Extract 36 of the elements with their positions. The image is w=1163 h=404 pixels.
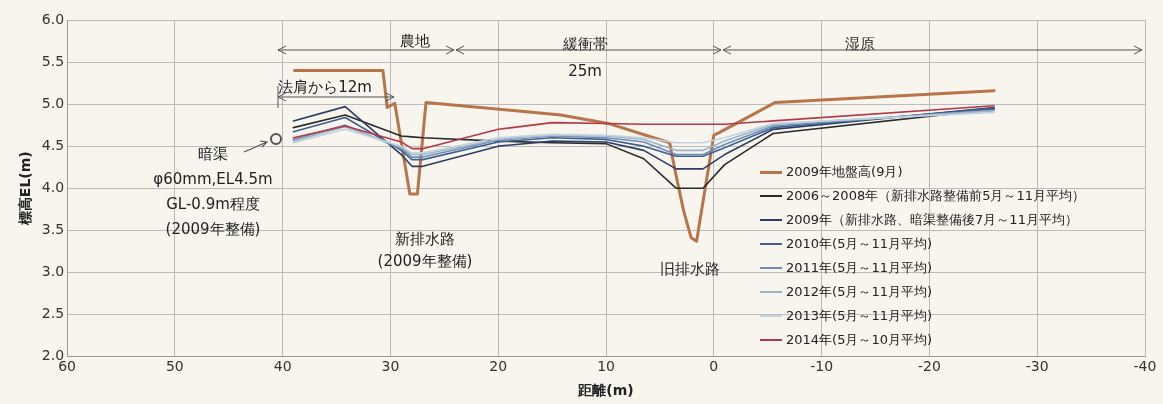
y-tick-label: 4.0 bbox=[41, 178, 65, 195]
y-tick-label: 2.5 bbox=[41, 304, 65, 321]
annotation: 暗渠 φ60mm,EL4.5m GL-0.9m程度 (2009年整備) bbox=[153, 145, 273, 239]
x-tick-label: -40 bbox=[1133, 358, 1157, 375]
y-tick-label: 5.0 bbox=[41, 94, 65, 111]
annotation: 25m bbox=[568, 61, 602, 80]
x-tick-label: -10 bbox=[810, 358, 834, 375]
legend-label: 2012年(5月～11月平均) bbox=[786, 283, 933, 302]
annotation: 農地 bbox=[400, 31, 430, 50]
legend-label: 2010年(5月～11月平均) bbox=[786, 235, 933, 254]
x-tick-label: 50 bbox=[165, 358, 184, 375]
x-tick-label: -20 bbox=[917, 358, 941, 375]
x-axis-title: 距離(m) bbox=[577, 382, 634, 399]
legend-label: 2011年(5月～11月平均) bbox=[786, 259, 933, 278]
x-tick-label: 10 bbox=[597, 358, 615, 375]
x-tick-label: 40 bbox=[273, 358, 292, 375]
y-tick-label: 3.5 bbox=[41, 220, 65, 237]
annotation: 法肩から12m bbox=[278, 77, 372, 96]
y-axis-title: 標高EL(m) bbox=[17, 151, 34, 227]
annotation: 旧排水路 bbox=[660, 259, 720, 278]
x-tick-label: 20 bbox=[489, 358, 508, 375]
y-tick-label: 6.0 bbox=[41, 10, 65, 27]
legend-label: 2006～2008年（新排水路整備前5月～11月平均） bbox=[786, 187, 1085, 206]
x-tick-label: 0 bbox=[709, 358, 719, 375]
annotation: 緩衝帯 bbox=[561, 34, 608, 53]
legend-label: 2013年(5月～11月平均) bbox=[786, 307, 933, 326]
x-tick-label: -30 bbox=[1025, 358, 1049, 375]
y-tick-label: 4.5 bbox=[41, 136, 65, 153]
annotation: 湿原 bbox=[845, 34, 875, 53]
y-tick-label: 5.5 bbox=[41, 52, 65, 69]
y-tick-label: 3.0 bbox=[41, 262, 65, 279]
legend-label: 2014年(5月～10月平均) bbox=[786, 331, 933, 350]
annotation: 新排水路 (2009年整備) bbox=[377, 229, 473, 270]
x-tick-label: 30 bbox=[381, 358, 400, 375]
legend-label: 2009年地盤高(9月) bbox=[786, 163, 903, 182]
legend-label: 2009年（新排水路、暗渠整備後7月～11月平均） bbox=[786, 211, 1078, 230]
